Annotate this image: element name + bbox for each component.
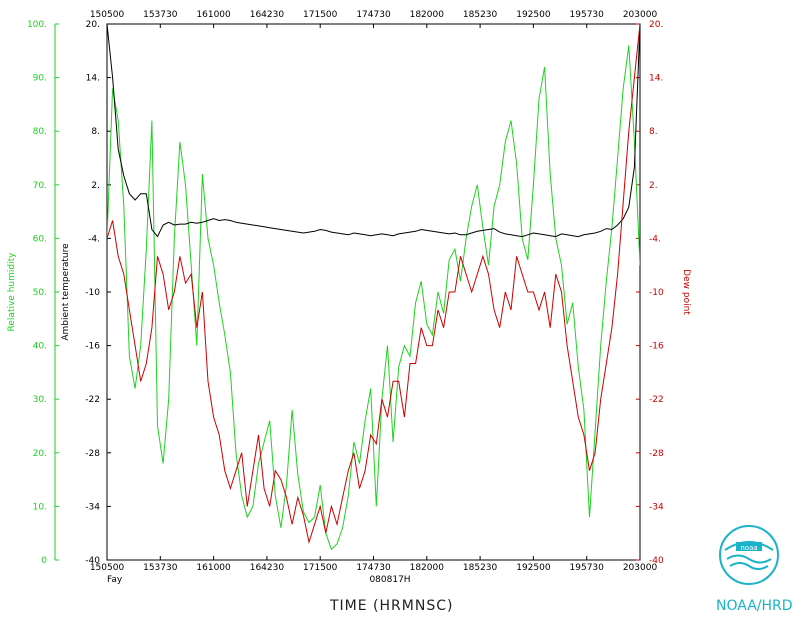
- rh-tick-label: 40.: [33, 342, 47, 352]
- credit-label: NOAA/HRD: [716, 598, 793, 614]
- svg-text:noaa: noaa: [740, 544, 757, 552]
- temp-tick-label: -28: [85, 449, 100, 459]
- series-line-ambient-temperature: [107, 24, 640, 238]
- x-tick-label-top: 182000: [410, 10, 445, 20]
- series-line-dew-point: [107, 24, 640, 545]
- rh-tick-label: 100.: [27, 20, 47, 30]
- x-tick-label-bottom: 182000: [410, 563, 445, 573]
- rh-tick-label: 20.: [33, 449, 47, 459]
- x-tick-label-top: 164230: [250, 10, 285, 20]
- rh-tick-label: 30.: [33, 395, 47, 405]
- temp-tick-label: 2.: [91, 181, 100, 191]
- temp-tick-label: 8.: [91, 127, 100, 137]
- dew-tick-label: -4.: [649, 234, 661, 244]
- rh-axis-title: Relative humidity: [7, 252, 17, 332]
- x-tick-label-top: 174730: [356, 10, 391, 20]
- rh-tick-label: 90.: [33, 74, 47, 84]
- dew-tick-label: -16: [649, 342, 664, 352]
- x-tick-label-bottom: 195730: [570, 563, 605, 573]
- dew-tick-label: -22: [649, 395, 664, 405]
- dew-axis-title: Dew point: [681, 269, 691, 315]
- x-tick-label-top: 203000: [623, 10, 658, 20]
- x-tick-label-bottom: 150500: [90, 563, 125, 573]
- x-tick-label-bottom: 171500: [303, 563, 338, 573]
- rh-tick-label: 50.: [33, 288, 47, 298]
- x-tick-label-top: 153730: [143, 10, 178, 20]
- temp-tick-label: -16: [85, 342, 100, 352]
- dew-tick-label: 8.: [649, 127, 658, 137]
- temp-tick-label: -10: [85, 288, 100, 298]
- plot-frame: [106, 23, 641, 561]
- temp-tick-label: -40: [85, 556, 100, 566]
- x-tick-label-bottom: 192500: [516, 563, 551, 573]
- temp-tick-label: -22: [85, 395, 100, 405]
- rh-tick-label: 70.: [33, 181, 47, 191]
- x-tick-label-bottom: 185230: [463, 563, 498, 573]
- x-tick-label-top: 192500: [516, 10, 551, 20]
- dew-tick-label: -28: [649, 449, 664, 459]
- rh-tick-label: 80.: [33, 127, 47, 137]
- x-tick-label-top: 150500: [90, 10, 125, 20]
- temp-axis-title: Ambient temperature: [61, 243, 71, 341]
- dew-tick-label: -34: [649, 502, 664, 512]
- noaa-logo: noaa: [718, 524, 780, 590]
- dew-tick-label: -40: [649, 556, 664, 566]
- series-line-relative-humidity: [107, 45, 640, 551]
- x-axis-title: TIME (HRMNSC): [330, 598, 454, 614]
- temp-tick-label: 20.: [86, 20, 100, 30]
- rh-tick-label: 0: [41, 556, 47, 566]
- temp-tick-label: -4.: [88, 234, 100, 244]
- x-tick-label-top: 171500: [303, 10, 338, 20]
- date-label: 080817H: [369, 575, 410, 585]
- x-tick-label-bottom: 203000: [623, 563, 658, 573]
- temp-tick-label: -34: [85, 502, 100, 512]
- rh-tick-label: 10.: [33, 502, 47, 512]
- dew-tick-label: 20.: [649, 20, 663, 30]
- x-tick-label-bottom: 153730: [143, 563, 178, 573]
- dew-tick-label: 2.: [649, 181, 658, 191]
- dew-tick-label: 14.: [649, 74, 663, 84]
- x-tick-label-bottom: 164230: [250, 563, 285, 573]
- temp-tick-label: 14.: [86, 74, 100, 84]
- x-tick-label-top: 195730: [570, 10, 605, 20]
- rh-tick-label: 60.: [33, 234, 47, 244]
- x-tick-label-top: 161000: [196, 10, 231, 20]
- x-tick-label-bottom: 161000: [196, 563, 231, 573]
- dew-tick-label: -10: [649, 288, 664, 298]
- storm-label: Fay: [107, 575, 123, 585]
- x-tick-label-top: 185230: [463, 10, 498, 20]
- x-tick-label-bottom: 174730: [356, 563, 391, 573]
